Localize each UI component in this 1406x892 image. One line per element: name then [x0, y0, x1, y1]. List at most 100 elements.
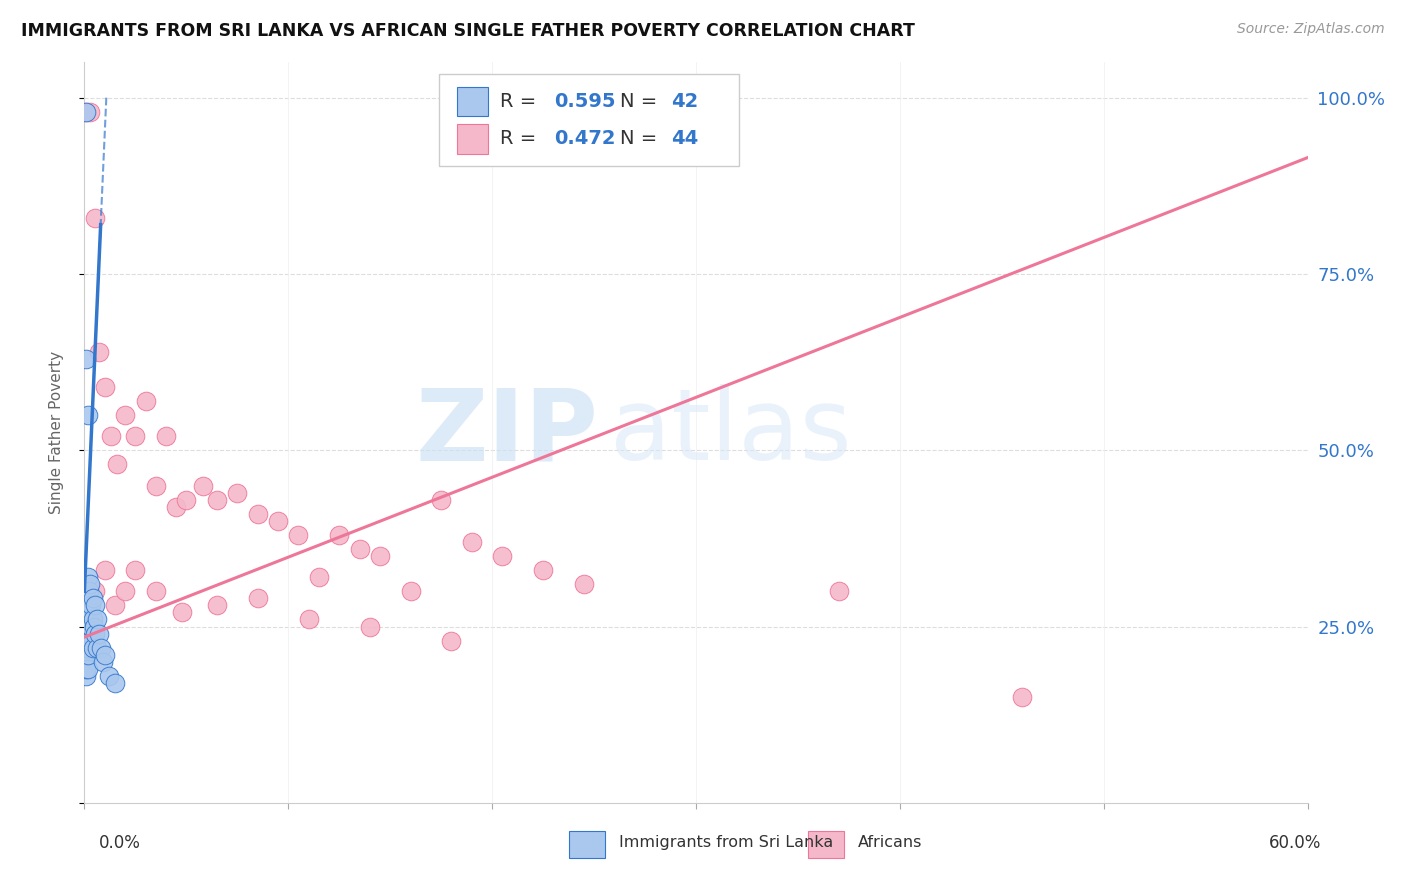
- Point: [82, 640, 104, 655]
- Point: [308, 570, 330, 584]
- Point: [155, 429, 177, 443]
- Text: 60.0%: 60.0%: [1270, 834, 1322, 852]
- Text: Immigrants from Sri Lanka: Immigrants from Sri Lanka: [619, 836, 832, 850]
- FancyBboxPatch shape: [457, 124, 488, 153]
- Text: atlas: atlas: [610, 384, 852, 481]
- Point: [79, 633, 101, 648]
- Point: [174, 492, 197, 507]
- Point: [135, 393, 157, 408]
- Point: [83, 619, 105, 633]
- Point: [87, 344, 110, 359]
- Point: [328, 528, 350, 542]
- Point: [90, 640, 112, 655]
- Point: [97, 669, 120, 683]
- Text: ZIP: ZIP: [415, 384, 598, 481]
- Point: [77, 599, 100, 613]
- Point: [83, 584, 105, 599]
- Text: 0.472: 0.472: [554, 129, 616, 148]
- Point: [100, 429, 122, 443]
- Point: [572, 577, 595, 591]
- Point: [93, 380, 115, 394]
- Point: [82, 591, 104, 606]
- Point: [77, 619, 100, 633]
- Point: [83, 211, 105, 225]
- Point: [75, 640, 97, 655]
- Point: [205, 492, 228, 507]
- Point: [76, 626, 98, 640]
- Point: [226, 485, 249, 500]
- Point: [80, 599, 103, 613]
- Point: [77, 633, 100, 648]
- Point: [76, 640, 98, 655]
- Point: [79, 626, 101, 640]
- Point: [79, 104, 101, 119]
- Point: [75, 655, 97, 669]
- Point: [298, 612, 321, 626]
- Point: [91, 655, 114, 669]
- Point: [75, 104, 97, 119]
- Point: [76, 612, 98, 626]
- Point: [83, 626, 105, 640]
- Point: [205, 599, 228, 613]
- Point: [246, 591, 269, 606]
- Point: [75, 662, 97, 676]
- Point: [93, 563, 115, 577]
- Point: [75, 669, 97, 683]
- Text: N =: N =: [620, 129, 664, 148]
- Point: [75, 584, 97, 599]
- Point: [104, 599, 127, 613]
- Point: [246, 507, 269, 521]
- Point: [86, 612, 108, 626]
- Point: [368, 549, 391, 563]
- FancyBboxPatch shape: [439, 73, 738, 166]
- Text: 42: 42: [672, 92, 699, 112]
- Point: [461, 535, 484, 549]
- Text: R =: R =: [501, 92, 543, 112]
- Point: [76, 599, 98, 613]
- Point: [124, 563, 146, 577]
- Point: [79, 606, 101, 620]
- Point: [87, 626, 110, 640]
- Text: Source: ZipAtlas.com: Source: ZipAtlas.com: [1237, 22, 1385, 37]
- FancyBboxPatch shape: [569, 831, 605, 858]
- FancyBboxPatch shape: [808, 831, 844, 858]
- Point: [79, 606, 101, 620]
- Point: [77, 584, 100, 599]
- Point: [77, 570, 100, 584]
- Point: [77, 648, 100, 662]
- Y-axis label: Single Father Poverty: Single Father Poverty: [49, 351, 63, 514]
- Point: [86, 640, 108, 655]
- Point: [124, 429, 146, 443]
- Point: [430, 492, 453, 507]
- Text: 44: 44: [672, 129, 699, 148]
- Point: [75, 351, 97, 366]
- Point: [165, 500, 187, 514]
- Point: [93, 648, 115, 662]
- Point: [75, 619, 97, 633]
- Point: [76, 408, 98, 422]
- Point: [491, 549, 513, 563]
- Text: R =: R =: [501, 129, 543, 148]
- Point: [145, 478, 167, 492]
- Point: [114, 408, 136, 422]
- Text: N =: N =: [620, 92, 664, 112]
- Point: [172, 606, 194, 620]
- Point: [83, 599, 105, 613]
- Point: [80, 619, 103, 633]
- Point: [349, 541, 371, 556]
- Point: [287, 528, 309, 542]
- Point: [75, 648, 97, 662]
- Point: [267, 514, 290, 528]
- Point: [79, 577, 101, 591]
- Point: [104, 676, 127, 690]
- Point: [359, 619, 381, 633]
- Point: [114, 584, 136, 599]
- Point: [75, 104, 97, 119]
- Text: IMMIGRANTS FROM SRI LANKA VS AFRICAN SINGLE FATHER POVERTY CORRELATION CHART: IMMIGRANTS FROM SRI LANKA VS AFRICAN SIN…: [21, 22, 915, 40]
- Text: Africans: Africans: [858, 836, 922, 850]
- Point: [105, 458, 128, 472]
- Text: 0.0%: 0.0%: [98, 834, 141, 852]
- FancyBboxPatch shape: [457, 87, 488, 117]
- Point: [828, 584, 851, 599]
- Point: [440, 633, 463, 648]
